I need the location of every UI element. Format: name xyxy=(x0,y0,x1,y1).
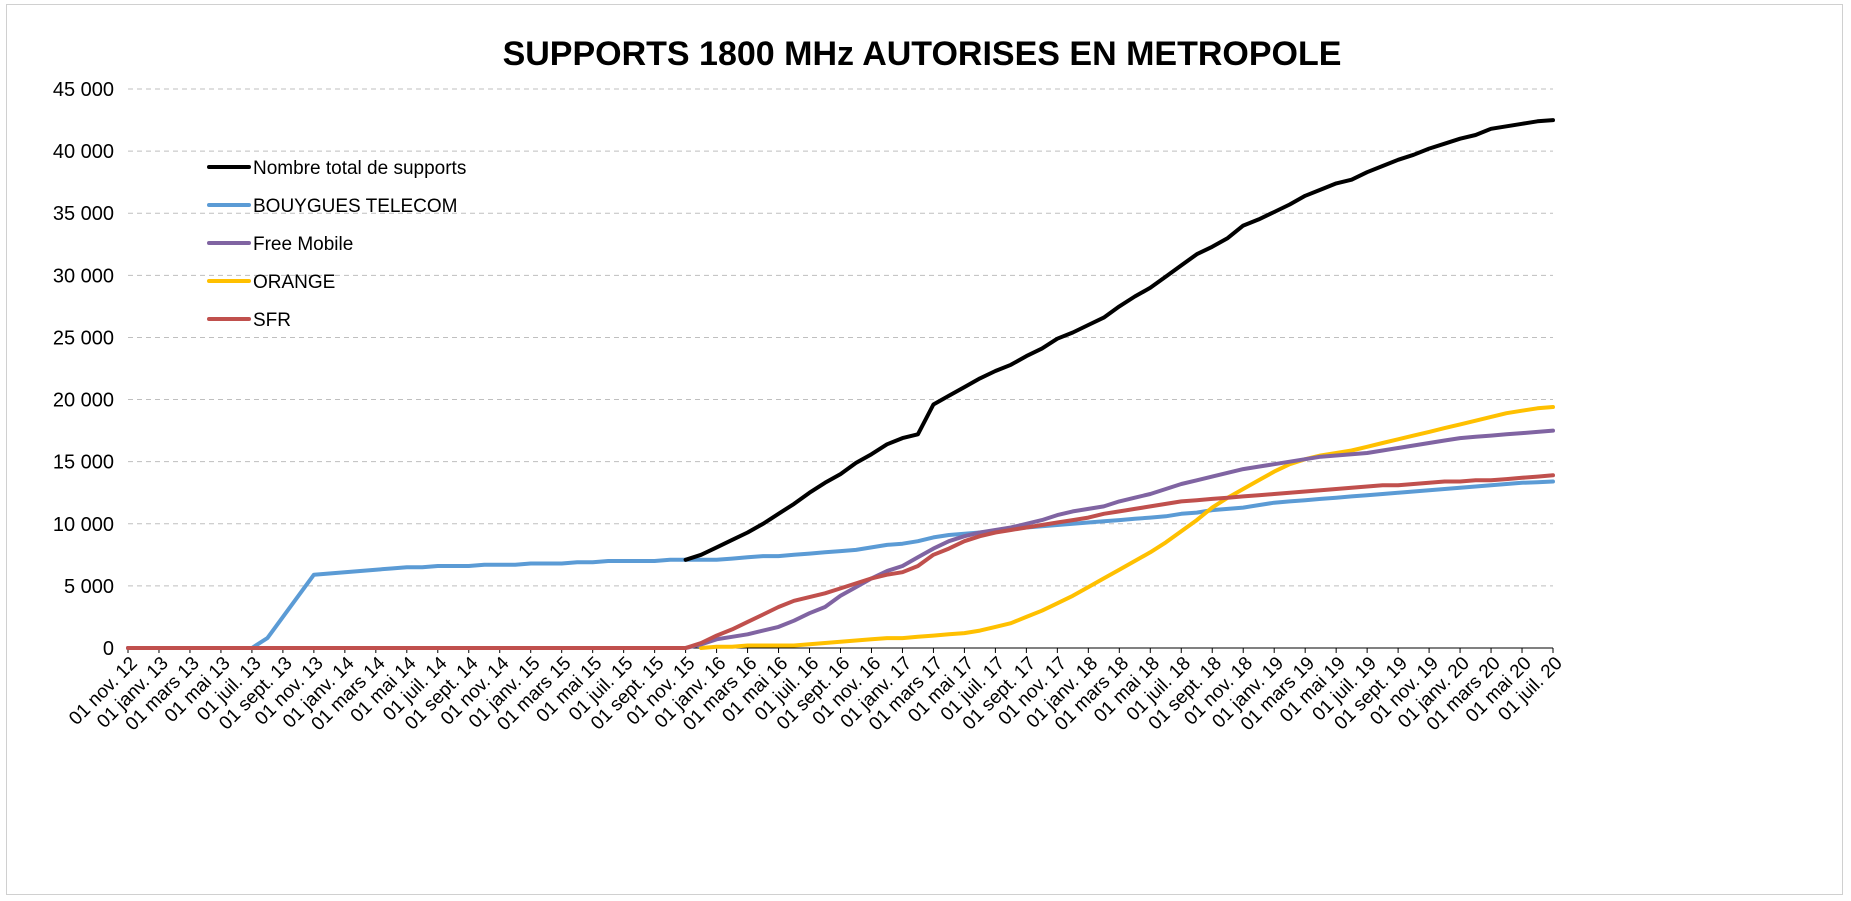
y-tick-label: 30 000 xyxy=(53,265,114,287)
y-tick-label: 0 xyxy=(103,638,114,660)
legend-label-free-mobile: Free Mobile xyxy=(253,234,353,255)
legend-label-orange: ORANGE xyxy=(253,272,335,293)
series-line-nombre-total-de-supports xyxy=(683,118,1555,562)
y-tick-label: 45 000 xyxy=(53,79,114,101)
y-tick-label: 5 000 xyxy=(64,576,114,598)
series-line-bouygues-telecom xyxy=(126,479,1555,650)
chart-title: SUPPORTS 1800 MHz AUTORISES EN METROPOLE xyxy=(503,35,1342,73)
series-line-free-mobile xyxy=(126,428,1555,650)
series-lines xyxy=(126,118,1555,650)
y-tick-label: 15 000 xyxy=(53,452,114,474)
y-tick-label: 20 000 xyxy=(53,390,114,412)
chart-frame: SUPPORTS 1800 MHz AUTORISES EN METROPOLE… xyxy=(6,4,1843,895)
y-tick-label: 35 000 xyxy=(53,203,114,225)
y-tick-label: 40 000 xyxy=(53,141,114,163)
legend-label-sfr: SFR xyxy=(253,310,291,331)
series-line-sfr xyxy=(126,473,1555,650)
legend-label-bouygues-telecom: BOUYGUES TELECOM xyxy=(253,196,457,217)
y-axis: 0 5 000 10 000 15 000 20 000 25 000 30 000 35 0… xyxy=(53,79,114,660)
series-line-orange xyxy=(699,405,1555,650)
y-tick-label: 25 000 xyxy=(53,327,114,349)
y-tick-label: 10 000 xyxy=(53,514,114,536)
legend: Nombre total de supports BOUYGUES TELECOM… xyxy=(207,158,466,331)
line-chart: SUPPORTS 1800 MHz AUTORISES EN METROPOLE… xyxy=(53,35,1567,735)
gridlines xyxy=(128,88,1553,587)
legend-label-nombre-total-de-supports: Nombre total de supports xyxy=(253,158,466,179)
